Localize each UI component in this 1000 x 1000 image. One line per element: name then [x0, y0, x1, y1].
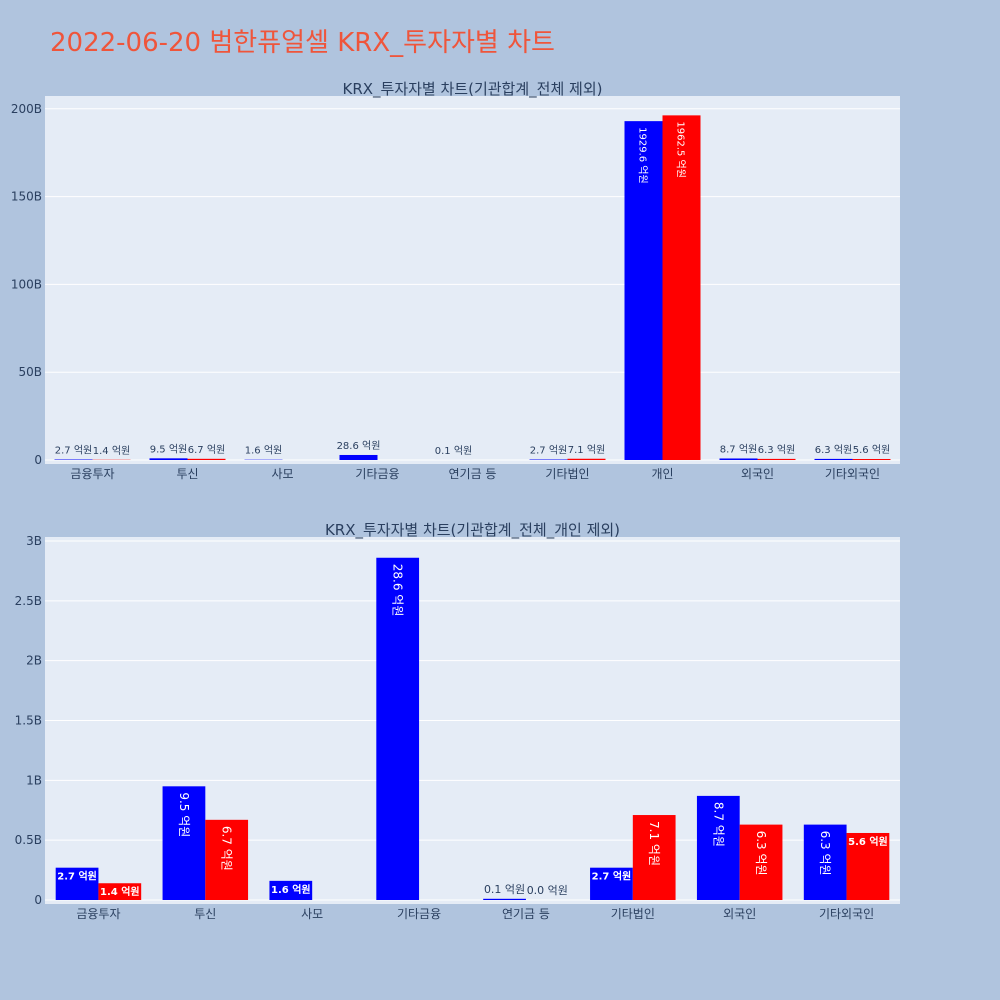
bar	[719, 458, 758, 460]
bar	[567, 458, 606, 460]
data-label: 6.7 억원	[188, 444, 225, 456]
y-tick-label: 1.5B	[15, 714, 42, 728]
data-label: 5.6 억원	[848, 835, 888, 848]
x-tick-label: 기타금융	[397, 907, 441, 921]
data-label: 9.5 억원	[177, 792, 191, 837]
chart-without-institution-total: 0 50B 100B 150B 200B KRX_투자자별 차트(기관합계_전체 제외) 금…	[11, 80, 900, 481]
x-tick-label: 기타법인	[611, 907, 655, 921]
x-tick-label: 연기금 등	[449, 467, 497, 481]
chart-without-institution-and-individual: 0 0.5B 1B 1.5B 2B 2.5B 3B KRX_투자자별 차트(기관합계_전체_개…	[15, 521, 900, 921]
bar	[739, 824, 783, 900]
bar	[269, 880, 313, 900]
data-label: 6.7 억원	[220, 826, 234, 871]
data-label: 6.3 억원	[815, 444, 852, 456]
chart-title: KRX_투자자별 차트(기관합계_전체_개인 제외)	[325, 521, 620, 540]
bar	[803, 824, 847, 900]
bar	[852, 459, 891, 460]
data-label: 28.6 억원	[391, 564, 405, 617]
data-label: 1.6 억원	[245, 445, 282, 457]
plot-area	[45, 96, 900, 464]
x-tick-label: 기타외국인	[825, 467, 880, 481]
data-label: 2.7 억원	[57, 870, 97, 883]
bar	[483, 898, 526, 900]
data-label: 1929.6 억원	[637, 127, 649, 184]
data-label: 7.1 억원	[647, 821, 661, 866]
y-tick-label: 150B	[11, 190, 42, 204]
data-label: 8.7 억원	[711, 802, 725, 847]
data-label: 2.7 억원	[592, 870, 632, 883]
y-tick-label: 3B	[26, 534, 42, 548]
data-label: 1.4 억원	[100, 885, 140, 898]
bar	[205, 819, 249, 900]
data-label: 0.0 억원	[527, 884, 568, 897]
x-tick-label: 연기금 등	[502, 907, 550, 921]
data-label: 28.6 억원	[337, 440, 381, 452]
data-label: 9.5 억원	[150, 443, 187, 455]
x-tick-label: 투신	[176, 467, 198, 481]
y-tick-label: 100B	[11, 277, 42, 291]
x-tick-label: 사모	[271, 467, 293, 481]
y-tick-label: 2.5B	[15, 594, 42, 608]
bar	[376, 557, 420, 900]
data-label: 7.1 억원	[568, 444, 605, 456]
x-tick-label: 외국인	[723, 907, 756, 921]
data-label: 5.6 억원	[853, 444, 890, 456]
x-tick-label: 금융투자	[70, 467, 114, 481]
x-tick-label: 투신	[194, 907, 216, 921]
y-tick-label: 0.5B	[15, 833, 42, 847]
x-tick-label: 외국인	[741, 467, 774, 481]
bar	[846, 832, 890, 900]
data-label: 2.7 억원	[55, 445, 92, 457]
y-tick-label: 200B	[11, 102, 42, 116]
bar	[162, 786, 206, 900]
bar	[55, 867, 99, 900]
x-tick-label: 사모	[301, 907, 323, 921]
y-tick-label: 0	[34, 893, 42, 907]
x-tick-label: 금융투자	[76, 907, 120, 921]
bar	[590, 867, 633, 900]
bar	[632, 815, 676, 900]
data-label: 6.3 억원	[818, 831, 832, 876]
data-label: 2.7 억원	[530, 445, 567, 457]
bar	[757, 458, 796, 460]
x-tick-label: 개인	[651, 467, 673, 481]
data-label: 1962.5 억원	[675, 121, 687, 178]
data-label: 1.4 억원	[93, 445, 130, 457]
data-label: 6.3 억원	[758, 444, 795, 456]
bar	[624, 121, 663, 460]
data-label: 0.1 억원	[484, 883, 525, 896]
bar	[187, 458, 226, 460]
y-tick-label: 1B	[26, 773, 42, 787]
bar	[662, 115, 701, 461]
bar	[814, 458, 853, 460]
x-tick-label: 기타금융	[355, 467, 399, 481]
bar	[149, 458, 188, 460]
y-tick-label: 0	[34, 453, 42, 467]
data-label: 6.3 억원	[754, 831, 768, 876]
data-label: 0.1 억원	[435, 445, 472, 457]
bar	[98, 883, 142, 900]
x-tick-label: 기타법인	[545, 467, 589, 481]
bar	[339, 454, 378, 460]
y-tick-label: 2B	[26, 654, 42, 668]
x-tick-label: 기타외국인	[819, 907, 874, 921]
bar	[696, 795, 740, 900]
data-label: 1.6 억원	[271, 883, 311, 896]
page-title: 2022-06-20 범한퓨얼셀 KRX_투자자별 차트	[50, 28, 555, 58]
data-label: 8.7 억원	[720, 443, 757, 455]
chart-title: KRX_투자자별 차트(기관합계_전체 제외)	[343, 80, 603, 99]
y-tick-label: 50B	[18, 365, 42, 379]
